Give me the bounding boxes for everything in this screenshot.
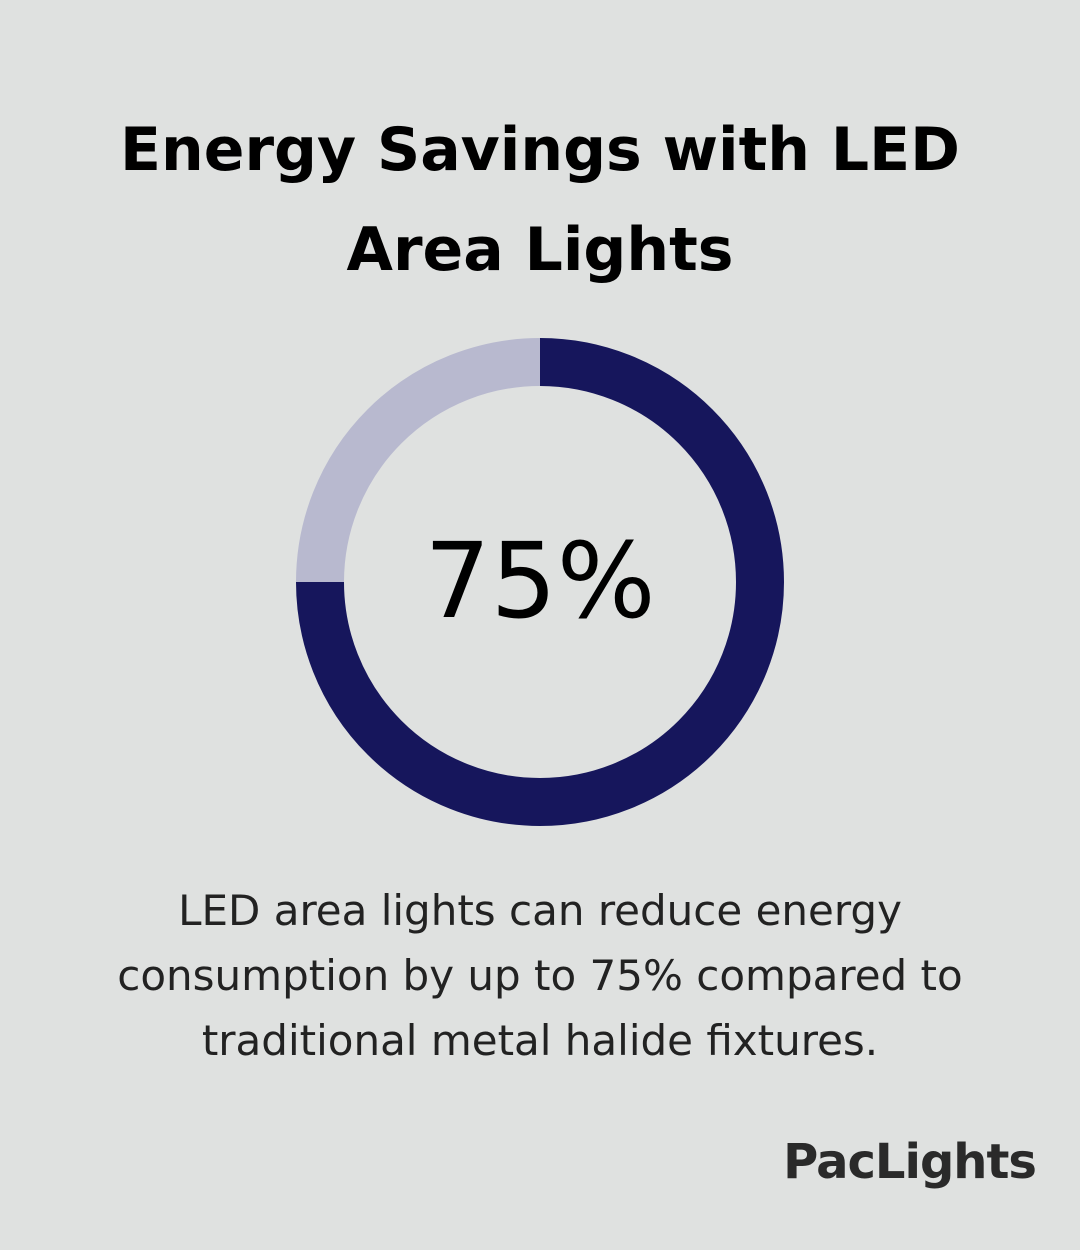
- brand-logo: PacLights: [783, 1134, 1037, 1190]
- donut-slice-remainder: [296, 338, 541, 583]
- description-text: LED area lights can reduce energy consum…: [117, 886, 963, 1065]
- donut-slices: [296, 338, 784, 826]
- donut-slice-value: [296, 338, 784, 826]
- page-title: Energy Savings with LED Area Lights: [120, 115, 960, 285]
- donut-chart: 75%: [296, 338, 784, 826]
- donut-center-label: 75%: [424, 520, 655, 642]
